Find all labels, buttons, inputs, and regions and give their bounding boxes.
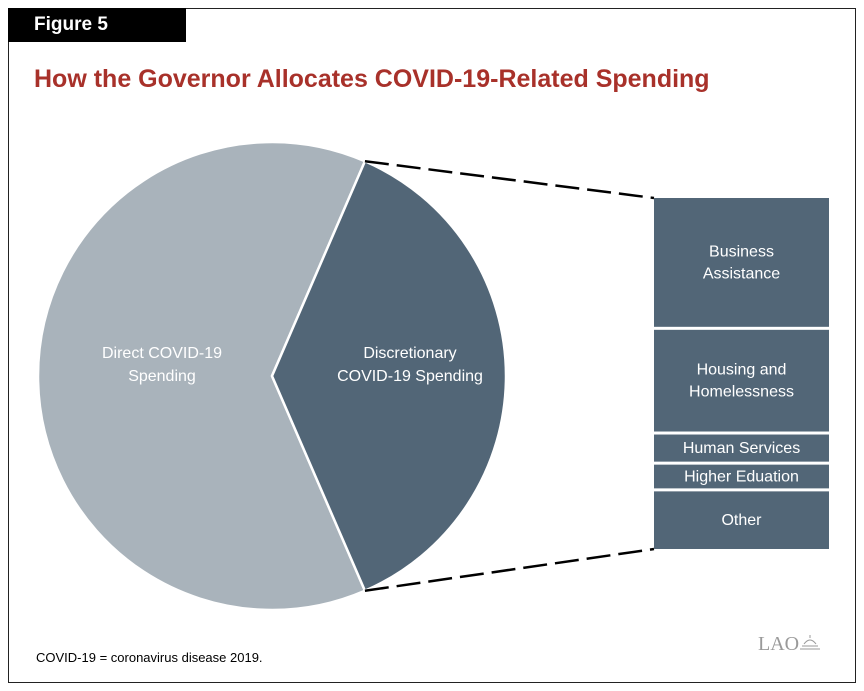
footnote: COVID-19 = coronavirus disease 2019. xyxy=(36,650,263,665)
chart-title: How the Governor Allocates COVID-19-Rela… xyxy=(34,65,710,93)
pie-slice-1 xyxy=(270,159,508,593)
pie-slice-0 xyxy=(36,140,367,612)
connector-line-1 xyxy=(364,547,655,592)
logo-text: LAO xyxy=(758,633,799,655)
breakdown-label-1: Housing and Homelessness xyxy=(689,362,794,401)
breakdown-segment-2 xyxy=(654,434,829,462)
breakdown-label-2: Human Services xyxy=(683,440,800,457)
breakdown-segment-4 xyxy=(654,491,829,549)
breakdown-segment-0 xyxy=(654,198,829,327)
breakdown-label-3: Higher Eduation xyxy=(684,469,799,486)
figure-label: Figure 5 xyxy=(8,8,186,42)
connector-line-0 xyxy=(364,160,655,200)
lao-logo: LAO xyxy=(758,633,820,655)
pie-slice-label-0: Direct COVID-19 Spending xyxy=(102,345,222,385)
breakdown-label-0: Business Assistance xyxy=(703,243,780,282)
breakdown-label-4: Other xyxy=(721,512,762,529)
breakdown-segment-3 xyxy=(654,464,829,489)
capitol-dome-icon xyxy=(800,635,820,650)
breakdown-segment-1 xyxy=(654,329,829,432)
pie-slice-label-1: Discretionary COVID-19 Spending xyxy=(337,345,483,385)
